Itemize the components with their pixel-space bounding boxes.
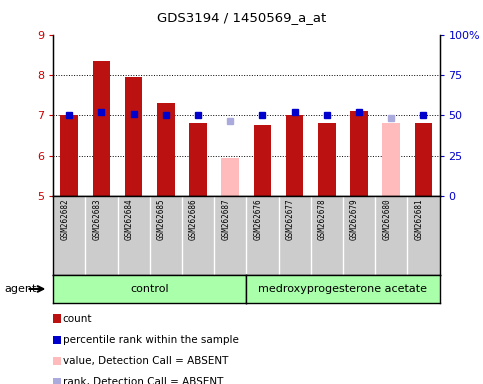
Text: percentile rank within the sample: percentile rank within the sample [63, 335, 239, 345]
Text: GSM262684: GSM262684 [125, 198, 134, 240]
Bar [286, 115, 303, 196]
Bar [254, 125, 271, 196]
Text: medroxyprogesterone acetate: medroxyprogesterone acetate [258, 284, 427, 294]
Text: GSM262676: GSM262676 [254, 198, 262, 240]
Text: value, Detection Call = ABSENT: value, Detection Call = ABSENT [63, 356, 228, 366]
Text: GSM262685: GSM262685 [157, 198, 166, 240]
Text: GSM262681: GSM262681 [414, 198, 424, 240]
Text: rank, Detection Call = ABSENT: rank, Detection Call = ABSENT [63, 377, 223, 384]
Text: GSM262686: GSM262686 [189, 198, 198, 240]
Bar [189, 123, 207, 196]
Text: GSM262680: GSM262680 [382, 198, 391, 240]
Text: GSM262679: GSM262679 [350, 198, 359, 240]
Bar [318, 123, 336, 196]
Bar [125, 77, 142, 196]
Bar [350, 111, 368, 196]
Text: GSM262683: GSM262683 [92, 198, 101, 240]
Bar [93, 61, 110, 196]
Bar [157, 103, 175, 196]
Bar [60, 115, 78, 196]
Text: GSM262682: GSM262682 [60, 198, 69, 240]
Text: GDS3194 / 1450569_a_at: GDS3194 / 1450569_a_at [157, 12, 326, 25]
Bar [414, 123, 432, 196]
Text: control: control [130, 284, 169, 294]
Text: count: count [63, 314, 92, 324]
Text: agent: agent [5, 284, 37, 294]
Bar [383, 123, 400, 196]
Bar [221, 157, 239, 196]
Text: GSM262677: GSM262677 [285, 198, 295, 240]
Text: GSM262678: GSM262678 [318, 198, 327, 240]
Text: GSM262687: GSM262687 [221, 198, 230, 240]
